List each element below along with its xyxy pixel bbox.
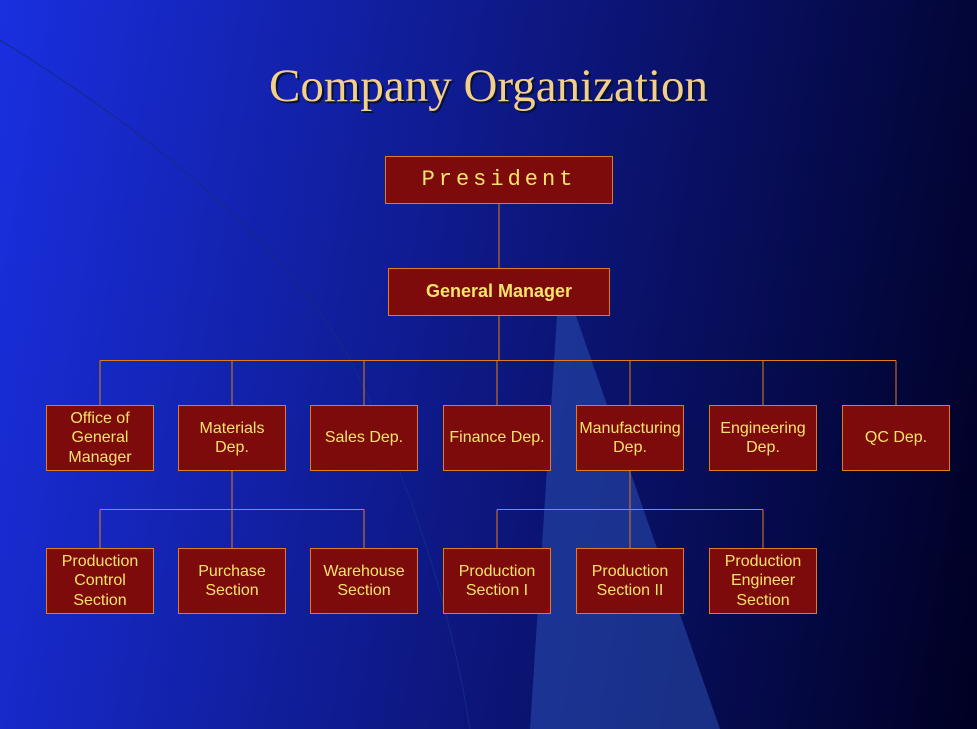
- org-node-d6: Engineering Dep.: [709, 405, 817, 471]
- org-node-d7: QC Dep.: [842, 405, 950, 471]
- org-node-s4: Production Section I: [443, 548, 551, 614]
- slide-title: Company Organization: [0, 59, 977, 113]
- org-node-d5: Manufacturing Dep.: [576, 405, 684, 471]
- org-node-s2: Purchase Section: [178, 548, 286, 614]
- org-node-d1: Office of General Manager: [46, 405, 154, 471]
- org-node-d4: Finance Dep.: [443, 405, 551, 471]
- org-node-d3: Sales Dep.: [310, 405, 418, 471]
- org-node-s5: Production Section II: [576, 548, 684, 614]
- org-node-s1: Production Control Section: [46, 548, 154, 614]
- org-node-president: President: [385, 156, 613, 204]
- org-node-gm: General Manager: [388, 268, 610, 316]
- slide: Company Organization President General Ma…: [0, 0, 977, 729]
- org-node-s3: Warehouse Section: [310, 548, 418, 614]
- org-node-s6: Production Engineer Section: [709, 548, 817, 614]
- org-node-d2: Materials Dep.: [178, 405, 286, 471]
